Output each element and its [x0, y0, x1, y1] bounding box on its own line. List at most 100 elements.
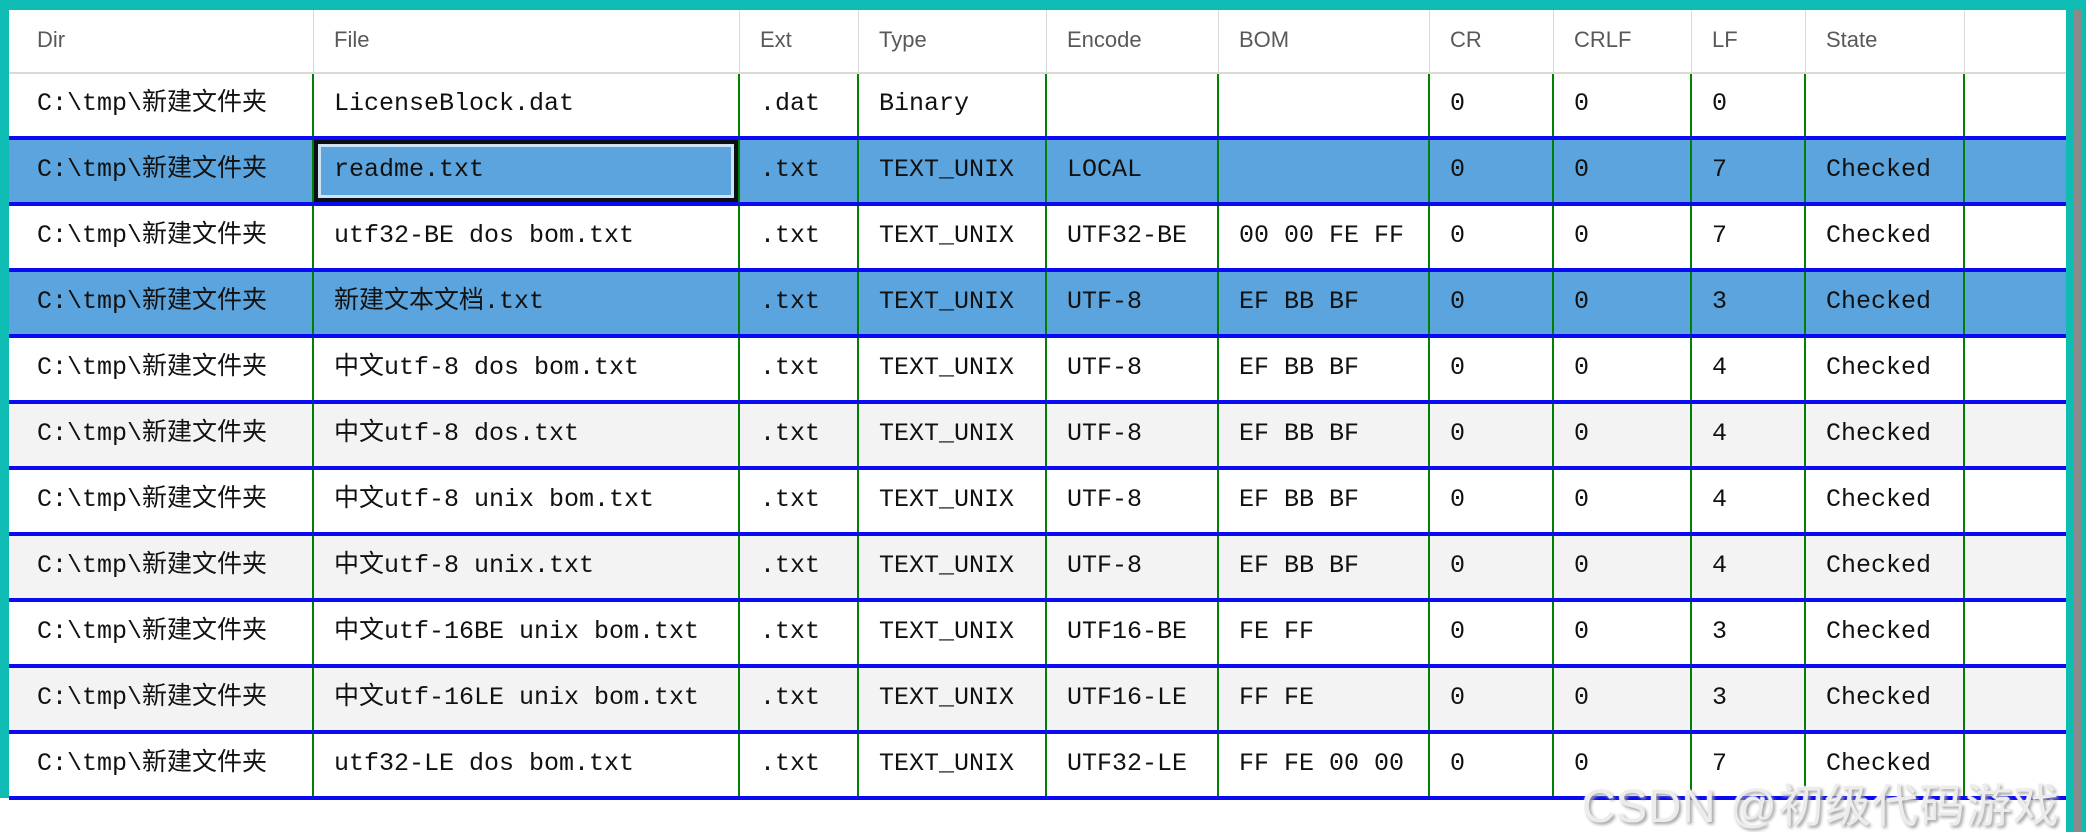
cell-type[interactable]: TEXT_UNIX	[859, 602, 1047, 664]
table-row[interactable]: C:\tmp\新建文件夹 LicenseBlock.dat .dat Binary 0 0…	[9, 74, 2066, 140]
cell-bom[interactable]: EF BB BF	[1219, 470, 1430, 532]
cell-crlf[interactable]: 0	[1554, 206, 1692, 268]
cell-state[interactable]: Checked	[1806, 140, 1965, 202]
cell-dir[interactable]: C:\tmp\新建文件夹	[9, 338, 314, 400]
cell-cr[interactable]: 0	[1430, 74, 1554, 136]
cell-dir[interactable]: C:\tmp\新建文件夹	[9, 668, 314, 730]
cell-type[interactable]: TEXT_UNIX	[859, 338, 1047, 400]
column-header-crlf[interactable]: CRLF	[1554, 10, 1692, 72]
cell-bom[interactable]	[1219, 74, 1430, 136]
cell-ext[interactable]: .txt	[740, 536, 859, 598]
cell-lf[interactable]: 7	[1692, 734, 1806, 796]
cell-type[interactable]: TEXT_UNIX	[859, 404, 1047, 466]
cell-ext[interactable]: .txt	[740, 668, 859, 730]
table-row[interactable]: C:\tmp\新建文件夹 中文utf-8 dos.txt .txt TEXT_UNIX…	[9, 404, 2066, 470]
cell-state[interactable]	[1806, 74, 1965, 136]
cell-type[interactable]: TEXT_UNIX	[859, 734, 1047, 796]
cell-state[interactable]: Checked	[1806, 404, 1965, 466]
cell-cr[interactable]: 0	[1430, 140, 1554, 202]
cell-file[interactable]: 中文utf-8 unix.txt	[314, 536, 740, 598]
table-row[interactable]: C:\tmp\新建文件夹 中文utf-8 dos bom.txt .txt TEXT_…	[9, 338, 2066, 404]
cell-cr[interactable]: 0	[1430, 470, 1554, 532]
cell-file[interactable]: 中文utf-8 dos bom.txt	[314, 338, 740, 400]
cell-cr[interactable]: 0	[1430, 206, 1554, 268]
cell-crlf[interactable]: 0	[1554, 140, 1692, 202]
column-header-lf[interactable]: LF	[1692, 10, 1806, 72]
cell-ext[interactable]: .txt	[740, 470, 859, 532]
cell-encode[interactable]: UTF-8	[1047, 404, 1219, 466]
cell-bom[interactable]	[1219, 140, 1430, 202]
cell-type[interactable]: TEXT_UNIX	[859, 140, 1047, 202]
cell-dir[interactable]: C:\tmp\新建文件夹	[9, 470, 314, 532]
column-header-dir[interactable]: Dir	[9, 10, 314, 72]
cell-crlf[interactable]: 0	[1554, 734, 1692, 796]
cell-empty[interactable]	[1965, 206, 2066, 268]
cell-empty[interactable]	[1965, 470, 2066, 532]
cell-state[interactable]: Checked	[1806, 668, 1965, 730]
column-header-encode[interactable]: Encode	[1047, 10, 1219, 72]
cell-file[interactable]: 中文utf-8 dos.txt	[314, 404, 740, 466]
cell-dir[interactable]: C:\tmp\新建文件夹	[9, 734, 314, 796]
cell-lf[interactable]: 3	[1692, 272, 1806, 334]
cell-file[interactable]: 新建文本文档.txt	[314, 272, 740, 334]
cell-cr[interactable]: 0	[1430, 338, 1554, 400]
cell-state[interactable]: Checked	[1806, 602, 1965, 664]
scrollbar-thumb[interactable]	[2073, 10, 2082, 832]
cell-encode[interactable]: UTF-8	[1047, 338, 1219, 400]
cell-bom[interactable]: FF FE	[1219, 668, 1430, 730]
cell-bom[interactable]: EF BB BF	[1219, 338, 1430, 400]
cell-crlf[interactable]: 0	[1554, 668, 1692, 730]
cell-state[interactable]: Checked	[1806, 338, 1965, 400]
cell-ext[interactable]: .txt	[740, 338, 859, 400]
cell-bom[interactable]: FF FE 00 00	[1219, 734, 1430, 796]
cell-file[interactable]: 中文utf-16BE unix bom.txt	[314, 602, 740, 664]
cell-bom[interactable]: EF BB BF	[1219, 536, 1430, 598]
cell-empty[interactable]	[1965, 140, 2066, 202]
cell-state[interactable]: Checked	[1806, 734, 1965, 796]
cell-lf[interactable]: 4	[1692, 470, 1806, 532]
cell-lf[interactable]: 0	[1692, 74, 1806, 136]
cell-lf[interactable]: 3	[1692, 602, 1806, 664]
cell-crlf[interactable]: 0	[1554, 602, 1692, 664]
cell-file[interactable]: 中文utf-8 unix bom.txt	[314, 470, 740, 532]
cell-bom[interactable]: 00 00 FE FF	[1219, 206, 1430, 268]
table-row[interactable]: C:\tmp\新建文件夹 readme.txt .txt TEXT_UNIX LOCAL…	[9, 140, 2066, 206]
cell-file[interactable]: utf32-LE dos bom.txt	[314, 734, 740, 796]
cell-type[interactable]: Binary	[859, 74, 1047, 136]
cell-lf[interactable]: 3	[1692, 668, 1806, 730]
cell-ext[interactable]: .dat	[740, 74, 859, 136]
cell-type[interactable]: TEXT_UNIX	[859, 470, 1047, 532]
cell-bom[interactable]: FE FF	[1219, 602, 1430, 664]
cell-empty[interactable]	[1965, 272, 2066, 334]
cell-ext[interactable]: .txt	[740, 140, 859, 202]
cell-file[interactable]: LicenseBlock.dat	[314, 74, 740, 136]
cell-crlf[interactable]: 0	[1554, 74, 1692, 136]
cell-bom[interactable]: EF BB BF	[1219, 272, 1430, 334]
cell-cr[interactable]: 0	[1430, 272, 1554, 334]
cell-crlf[interactable]: 0	[1554, 470, 1692, 532]
table-row[interactable]: C:\tmp\新建文件夹 中文utf-16BE unix bom.txt .txt T…	[9, 602, 2066, 668]
vertical-scrollbar[interactable]	[2066, 10, 2086, 832]
cell-ext[interactable]: .txt	[740, 404, 859, 466]
cell-ext[interactable]: .txt	[740, 734, 859, 796]
cell-encode[interactable]	[1047, 74, 1219, 136]
cell-empty[interactable]	[1965, 536, 2066, 598]
cell-dir[interactable]: C:\tmp\新建文件夹	[9, 536, 314, 598]
cell-encode[interactable]: UTF-8	[1047, 272, 1219, 334]
column-header-type[interactable]: Type	[859, 10, 1047, 72]
cell-encode[interactable]: UTF16-LE	[1047, 668, 1219, 730]
cell-file-focused[interactable]: readme.txt	[314, 140, 740, 202]
cell-file[interactable]: utf32-BE dos bom.txt	[314, 206, 740, 268]
table-row[interactable]: C:\tmp\新建文件夹 utf32-BE dos bom.txt .txt TEXT…	[9, 206, 2066, 272]
cell-state[interactable]: Checked	[1806, 272, 1965, 334]
cell-dir[interactable]: C:\tmp\新建文件夹	[9, 74, 314, 136]
cell-type[interactable]: TEXT_UNIX	[859, 272, 1047, 334]
cell-lf[interactable]: 7	[1692, 206, 1806, 268]
table-row[interactable]: C:\tmp\新建文件夹 中文utf-8 unix bom.txt .txt TEXT…	[9, 470, 2066, 536]
cell-empty[interactable]	[1965, 74, 2066, 136]
cell-crlf[interactable]: 0	[1554, 272, 1692, 334]
column-header-file[interactable]: File	[314, 10, 740, 72]
cell-bom[interactable]: EF BB BF	[1219, 404, 1430, 466]
table-row[interactable]: C:\tmp\新建文件夹 中文utf-8 unix.txt .txt TEXT_UNI…	[9, 536, 2066, 602]
cell-dir[interactable]: C:\tmp\新建文件夹	[9, 602, 314, 664]
